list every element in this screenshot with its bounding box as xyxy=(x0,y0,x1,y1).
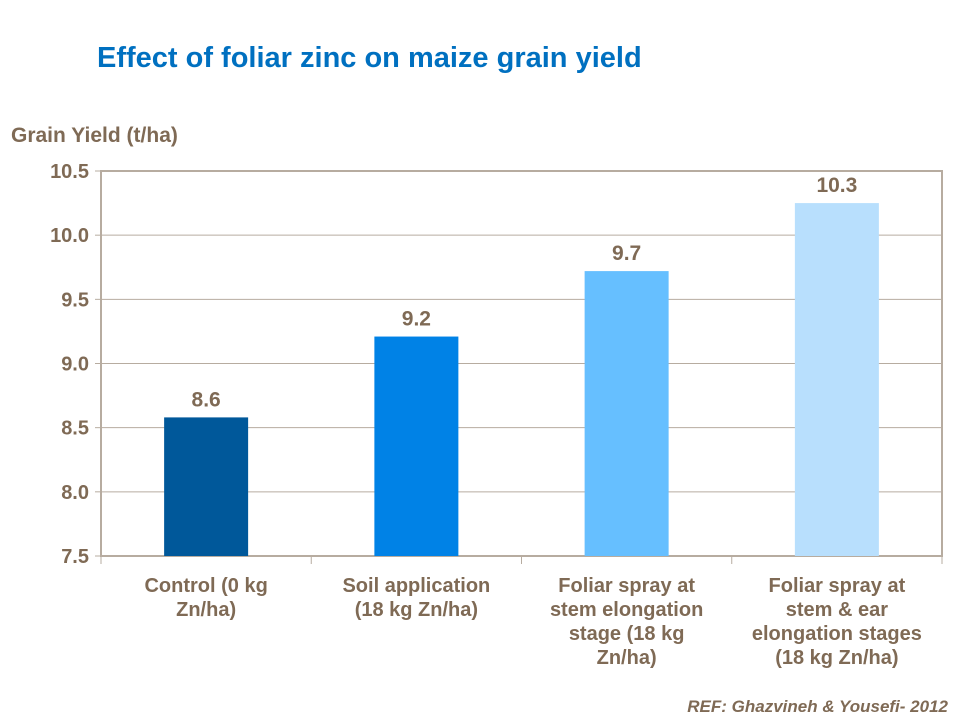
bar xyxy=(374,336,459,556)
x-tick-label-line: Control (0 kg xyxy=(144,575,267,597)
x-tick-label: Foliar spray at stem & ear elongation stag… xyxy=(752,575,922,669)
x-tick-label-line: stem elongation xyxy=(550,599,703,621)
y-tick-label: 8.0 xyxy=(61,482,89,504)
y-tick-label: 8.5 xyxy=(61,418,89,440)
x-tick-label-line: (18 kg Zn/ha) xyxy=(775,647,898,669)
x-tick-label-line: Foliar spray at xyxy=(558,575,695,597)
data-label: 8.6 xyxy=(192,388,221,411)
x-tick-label-line: Zn/ha) xyxy=(597,647,657,669)
data-label: 9.7 xyxy=(612,242,641,265)
x-tick-label-line: elongation stages xyxy=(752,623,922,645)
x-tick-label-line: Zn/ha) xyxy=(176,599,236,621)
data-label: 9.2 xyxy=(402,308,431,331)
x-tick-label: Soil application (18 kg Zn/ha) xyxy=(342,575,490,621)
x-tick-label-line: stem & ear xyxy=(786,599,888,621)
bar xyxy=(794,203,879,557)
x-tick-label-line: Soil application xyxy=(342,575,490,597)
bar xyxy=(584,271,669,556)
y-axis-label: Grain Yield (t/ha) xyxy=(11,124,178,147)
y-tick-label: 7.5 xyxy=(61,546,89,568)
x-tick-label: Foliar spray at stem elongation stage (18 … xyxy=(550,575,703,669)
x-tick-label: Control (0 kg Zn/ha) xyxy=(144,575,267,621)
data-label: 10.3 xyxy=(816,174,857,197)
y-tick-label: 9.5 xyxy=(61,289,89,311)
chart-title: Effect of foliar zinc on maize grain yie… xyxy=(97,42,642,74)
x-tick-label-line: Foliar spray at xyxy=(769,575,906,597)
y-tick-label: 10.0 xyxy=(50,225,89,247)
x-tick-label-line: stage (18 kg xyxy=(569,623,685,645)
y-tick-label: 9.0 xyxy=(61,354,89,376)
bar xyxy=(164,417,249,556)
reference-note: REF: Ghazvineh & Yousefi- 2012 xyxy=(687,697,948,716)
x-tick-label-line: (18 kg Zn/ha) xyxy=(355,599,478,621)
y-tick-label: 10.5 xyxy=(50,161,89,183)
